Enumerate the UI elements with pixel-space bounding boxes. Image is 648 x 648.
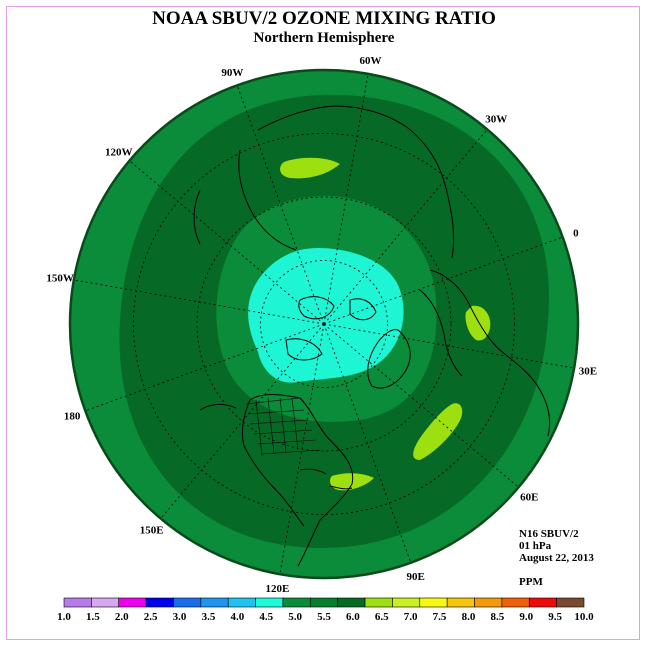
colorbar-tick-labels: 1.0 1.5 2.0 2.5 3.0 3.5 4.0 4.5 5.0 5.5 6.0 6.5 7.0 7…	[57, 611, 594, 623]
map-boundary	[68, 68, 580, 580]
us-state-grid	[245, 397, 321, 457]
meridian-line	[279, 323, 325, 575]
longitude-label: 150E	[140, 524, 164, 536]
colorbar-swatch	[501, 597, 530, 608]
colorbar-swatch	[392, 597, 421, 608]
pressure-label: 01 hPa	[519, 540, 552, 552]
meridian-line	[160, 323, 325, 519]
meridian-line	[323, 236, 563, 325]
colorbar-tick-label: 2.0	[115, 611, 129, 623]
colorbar-tick-label: 9.0	[519, 611, 533, 623]
meridian-line	[129, 160, 325, 325]
colorbar-swatch	[173, 597, 202, 608]
colorbar-swatch	[337, 597, 366, 608]
colorbar-tick-label: 1.5	[86, 611, 100, 623]
colorbar-swatch	[282, 597, 311, 608]
longitude-label: 90E	[406, 571, 424, 583]
longitude-label: 120W	[105, 147, 133, 159]
colorbar-tick-label: 7.5	[433, 611, 447, 623]
latitude-circle	[133, 133, 515, 515]
colorbar-swatch	[364, 597, 393, 608]
colorbar-tick-label: 3.0	[173, 611, 187, 623]
latitude-circle	[260, 260, 388, 388]
longitude-label: 120E	[266, 583, 290, 595]
colorbar-tick-label: 10.0	[574, 611, 594, 623]
longitude-label: 90W	[221, 67, 243, 79]
instrument-label: N16 SBUV/2	[519, 528, 579, 540]
meridian-line	[323, 129, 488, 325]
longitude-label: 0	[573, 227, 579, 239]
longitude-label: 60W	[360, 55, 382, 67]
map-title: NOAA SBUV/2 OZONE MIXING RATIO	[152, 8, 496, 29]
meridian-line	[323, 323, 519, 488]
colorbar-swatch	[200, 597, 229, 608]
colorbar-tick-label: 5.5	[317, 611, 331, 623]
colorbar-tick-label: 7.0	[404, 611, 418, 623]
ozone-high-patch-asia	[280, 157, 340, 179]
colorbar-tick-label: 4.5	[259, 611, 273, 623]
graticule	[73, 73, 575, 575]
meridian-line	[73, 279, 325, 325]
colorbar-swatches	[63, 597, 585, 608]
longitude-labels: 90E 60E 30E 0 30W 60W 90W 120W 150W 180 150E 120E	[46, 55, 597, 595]
colorbar-swatch	[63, 597, 92, 608]
latitude-circle	[196, 196, 452, 452]
colorbar-swatch	[556, 597, 585, 608]
date-label: August 22, 2013	[519, 552, 594, 564]
colorbar-swatch	[118, 597, 147, 608]
longitude-label: 180	[64, 411, 81, 423]
colorbar-swatch	[446, 597, 475, 608]
colorbar-tick-label: 1.0	[57, 611, 71, 623]
colorbar-tick-label: 2.5	[144, 611, 158, 623]
colorbar-swatch	[310, 597, 338, 608]
colorbar-tick-label: 3.5	[202, 611, 216, 623]
colorbar-swatch	[419, 597, 448, 608]
meridian-line	[85, 323, 325, 412]
colorbar-swatch	[145, 597, 174, 608]
meridian-line	[323, 73, 369, 325]
colorbar-tick-label: 6.5	[375, 611, 389, 623]
colorbar-swatch	[255, 597, 284, 608]
longitude-label: 60E	[520, 491, 538, 503]
colorbar-swatch	[91, 597, 120, 608]
colorbar-tick-label: 6.0	[346, 611, 360, 623]
colorbar-tick-label: 5.0	[288, 611, 302, 623]
longitude-label: 30E	[579, 366, 597, 378]
longitude-label: 30W	[485, 114, 507, 126]
units-label: PPM	[519, 576, 543, 588]
longitude-label: 150W	[46, 272, 74, 284]
meridian-line	[236, 85, 325, 325]
colorbar-swatch	[227, 597, 256, 608]
colorbar-swatch	[528, 597, 557, 608]
colorbar-swatch	[474, 597, 503, 608]
colorbar-tick-label: 4.0	[230, 611, 244, 623]
coastlines	[193, 105, 551, 567]
meridian-line	[323, 323, 412, 563]
map-subtitle: Northern Hemisphere	[253, 30, 395, 46]
figure-frame	[6, 6, 640, 640]
colorbar-tick-label: 8.5	[490, 611, 504, 623]
colorbar-tick-label: 8.0	[462, 611, 476, 623]
ozone-high-patch-atlantic	[413, 403, 463, 460]
colorbar-tick-label: 9.5	[548, 611, 562, 623]
meridian-line	[323, 323, 575, 369]
